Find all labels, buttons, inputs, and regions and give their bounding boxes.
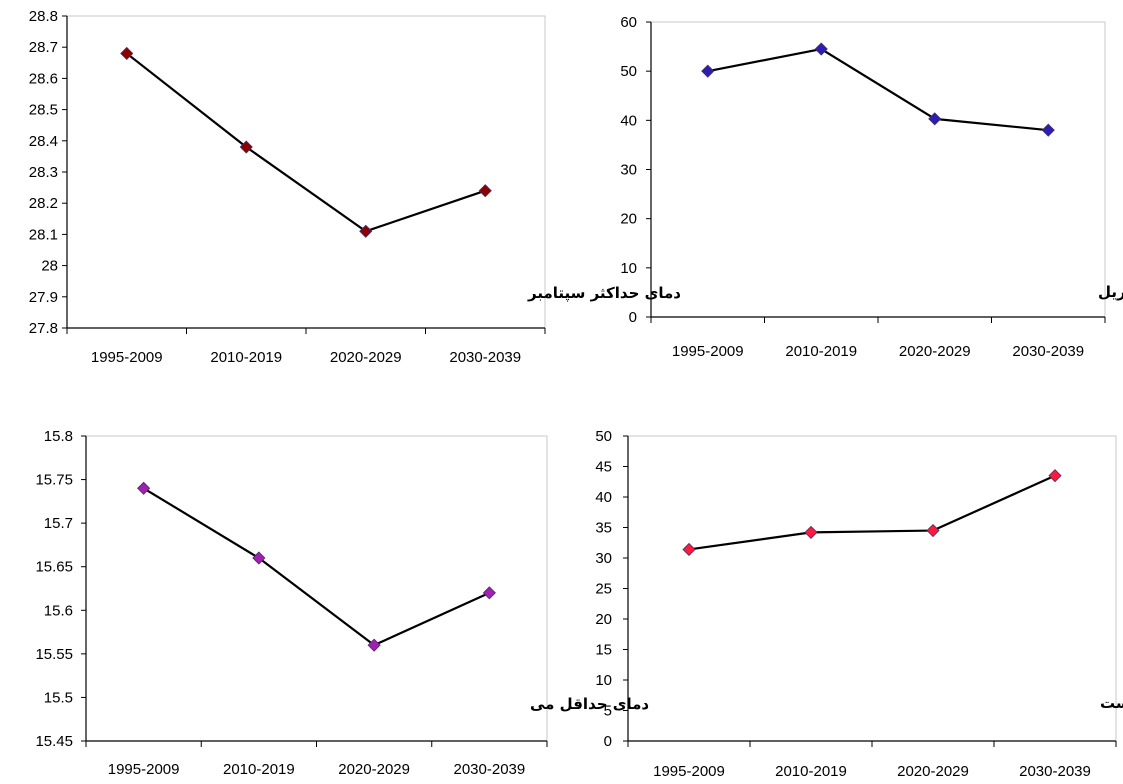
- y-tick-label: 15.65: [35, 559, 73, 576]
- data-point: [928, 112, 942, 126]
- x-tick-label: 1995-2009: [653, 763, 725, 780]
- data-point: [814, 42, 828, 56]
- chart-panel-4: 0 5 10 15 20 25 30 35 40 45 50 1995-2009 2010-2019 20…: [595, 428, 1123, 780]
- data-point: [239, 140, 253, 154]
- x-tick-label: 2030-2039: [454, 761, 526, 778]
- y-tick-label: 28.6: [29, 70, 58, 87]
- y-tick-label: 28.8: [29, 8, 58, 25]
- x-tick-label: 2020-2029: [897, 763, 969, 780]
- y-tick-label: 15.45: [35, 733, 73, 750]
- y-tick-label: 40: [620, 112, 637, 129]
- y-tick-label: 15.8: [44, 428, 73, 445]
- x-tick-label: 2010-2019: [223, 761, 295, 778]
- y-tick-label: 40: [595, 489, 612, 506]
- plot-area: [85, 435, 548, 742]
- y-tick-label: 27.8: [29, 320, 58, 337]
- chart-panel-3: 15.45 15.5 15.55 15.6 15.65 15.7 15.75 15.8 1995…: [35, 428, 649, 778]
- y-tick-label: 28.4: [29, 133, 58, 150]
- y-tick-label: 35: [595, 520, 612, 537]
- y-tick-label: 15.55: [35, 646, 73, 663]
- y-tick-label: 28.7: [29, 39, 58, 56]
- data-point: [359, 224, 373, 238]
- y-tick-label: 25: [595, 581, 612, 598]
- y-tick-label: 30: [620, 162, 637, 179]
- y-tick-label: 28.5: [29, 102, 58, 119]
- y-tick-label: 50: [620, 63, 637, 80]
- y-tick-label: 28.2: [29, 195, 58, 212]
- data-point: [1048, 469, 1062, 483]
- data-point: [137, 481, 151, 495]
- series-line: [126, 52, 486, 233]
- y-tick-label: 15: [595, 642, 612, 659]
- series-line: [688, 474, 1056, 551]
- y-tick-label: 20: [595, 611, 612, 628]
- x-tick-label: 1995-2009: [672, 343, 744, 360]
- chart-title: دمای حداقل می: [530, 695, 649, 713]
- x-tick-label: 1995-2009: [91, 349, 163, 366]
- x-tick-label: 2010-2019: [210, 349, 282, 366]
- y-tick-label: 45: [595, 459, 612, 476]
- x-tick-label: 2030-2039: [1012, 343, 1084, 360]
- chart-title: بارندگی آوریل: [1098, 283, 1123, 301]
- y-tick-label: 10: [620, 260, 637, 277]
- y-tick-label: 30: [595, 550, 612, 567]
- y-tick-label: 60: [620, 14, 637, 31]
- x-tick-label: 2020-2029: [338, 761, 410, 778]
- data-point: [926, 523, 940, 538]
- y-tick-label: 5: [604, 703, 612, 720]
- chart-panel-2: 0 10 20 30 40 50 60 1995-2009 2010-2019 2020-2029…: [620, 14, 1123, 360]
- x-tick-label: 2020-2029: [330, 349, 402, 366]
- x-tick-label: 2020-2029: [899, 343, 971, 360]
- y-tick-label: 15.5: [44, 689, 73, 706]
- x-tick-label: 2010-2019: [775, 763, 847, 780]
- chart-panel-1: 27.8 27.9 28 28.1 28.2 28.3 28.4 28.5 28.6 28.7 28…: [29, 8, 681, 366]
- x-tick-label: 2030-2039: [449, 349, 521, 366]
- y-tick-label: 20: [620, 211, 637, 228]
- x-tick-label: 2030-2039: [1019, 763, 1091, 780]
- y-tick-label: 28: [41, 258, 58, 275]
- plot-area: [650, 21, 1106, 318]
- y-tick-label: 0: [629, 309, 637, 326]
- y-tick-label: 0: [604, 733, 612, 750]
- y-tick-label: 15.7: [44, 515, 73, 532]
- data-point: [252, 551, 266, 565]
- chart-title: دمای حداکثر سپتامبر: [527, 284, 681, 303]
- y-tick-label: 50: [595, 428, 612, 445]
- y-tick-label: 10: [595, 672, 612, 689]
- y-tick-label: 15.75: [35, 472, 73, 489]
- data-point: [120, 46, 134, 61]
- y-tick-label: 27.9: [29, 289, 58, 306]
- data-point: [482, 586, 496, 600]
- series-line: [143, 487, 490, 647]
- data-point: [478, 184, 492, 198]
- x-tick-label: 2010-2019: [785, 343, 857, 360]
- y-tick-label: 28.3: [29, 164, 58, 181]
- data-point: [701, 64, 715, 78]
- data-point: [682, 542, 696, 557]
- y-tick-label: 15.6: [44, 602, 73, 619]
- data-point: [367, 638, 381, 652]
- data-point: [804, 525, 818, 539]
- chart-title: بارندگی آگوست: [1100, 694, 1123, 712]
- series-line: [707, 47, 1049, 132]
- y-tick-label: 28.1: [29, 226, 58, 243]
- data-point: [1041, 123, 1055, 137]
- x-tick-label: 1995-2009: [108, 761, 180, 778]
